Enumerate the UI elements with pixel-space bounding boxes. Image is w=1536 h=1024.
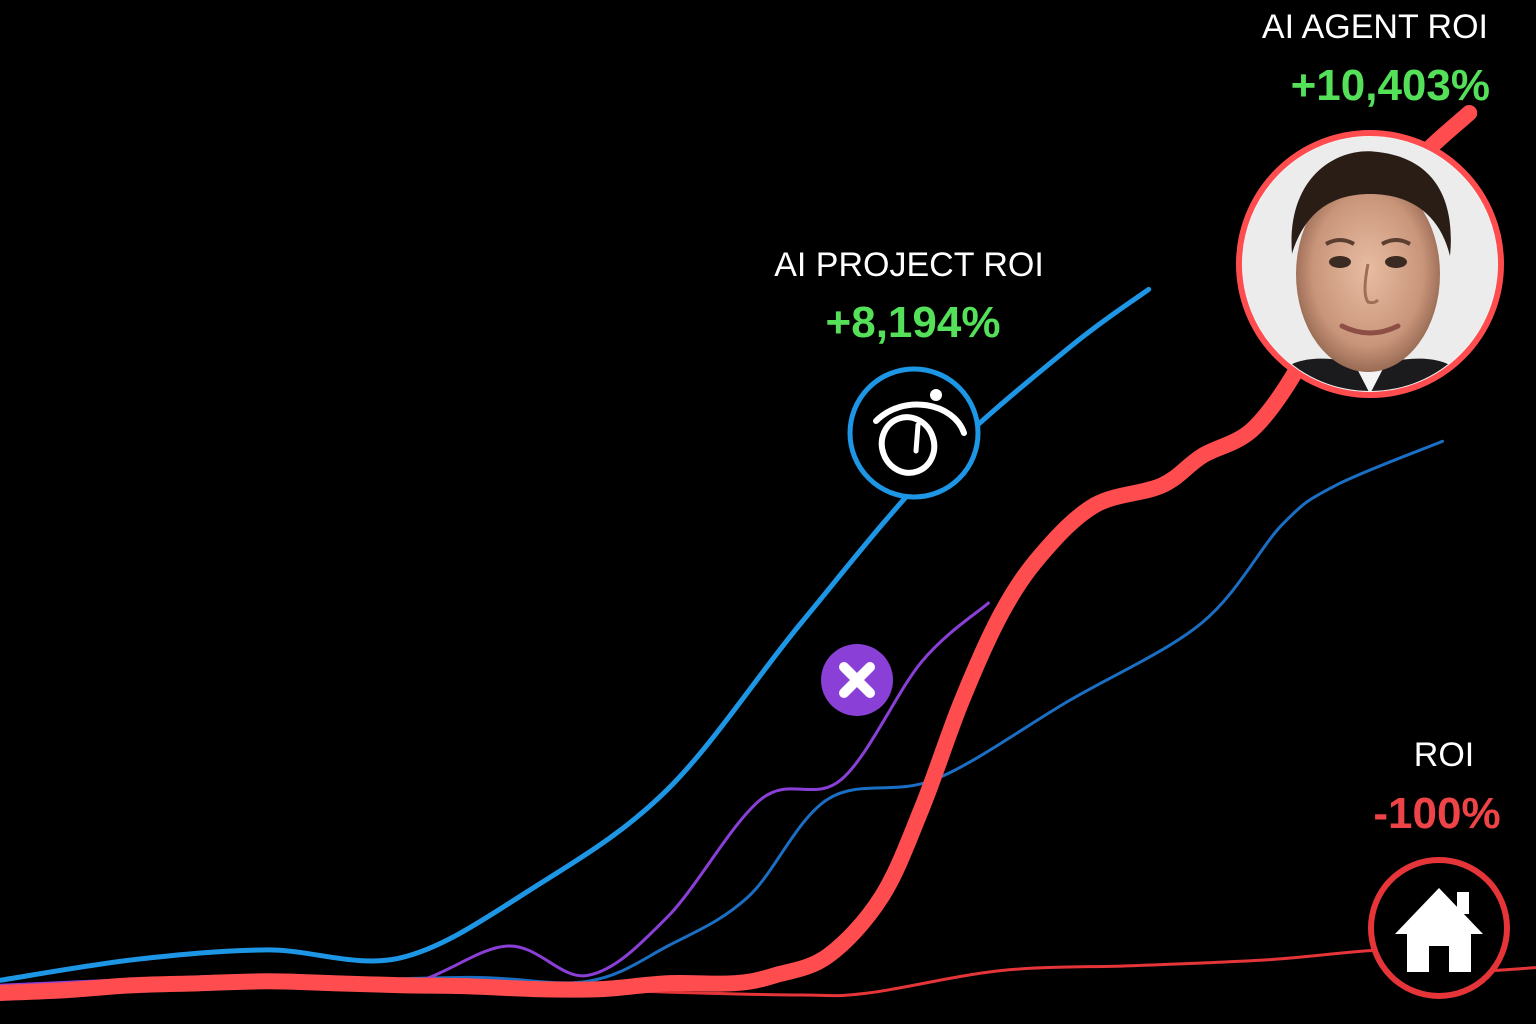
- series-line-1: [0, 286, 1152, 983]
- ai-project-roi-label: AI PROJECT ROI: [774, 246, 1044, 284]
- house-icon: [1368, 857, 1510, 999]
- ai-project-roi-value: +8,194%: [826, 298, 1001, 347]
- series-layer: [0, 105, 1536, 1001]
- series-line-0: [0, 105, 1478, 1001]
- ai-project-logo-icon: [847, 366, 981, 500]
- ai-agent-roi-label: AI AGENT ROI: [1262, 8, 1488, 46]
- ai-agent-roi-value: +10,403%: [1291, 61, 1490, 110]
- roi-label: ROI: [1414, 736, 1474, 774]
- marker-layer: [821, 130, 1510, 999]
- roi-value: -100%: [1373, 789, 1500, 838]
- x-badge-icon: [821, 644, 893, 716]
- portrait-avatar: [1236, 130, 1504, 398]
